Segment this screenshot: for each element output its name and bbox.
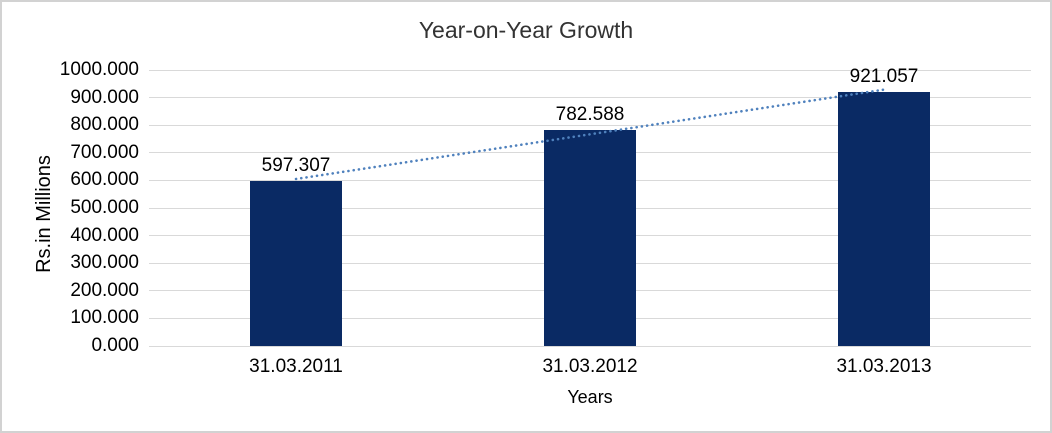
y-tick-label: 400.000 <box>70 224 139 246</box>
x-tick-label: 31.03.2012 <box>542 356 638 377</box>
chart-title: Year-on-Year Growth <box>418 17 634 43</box>
y-tick-label: 500.000 <box>70 197 139 218</box>
y-tick-label: 300.000 <box>70 252 139 274</box>
bar <box>544 130 636 346</box>
y-tick-label: 600.000 <box>70 169 139 191</box>
y-tick-label: 100.000 <box>70 307 139 329</box>
y-tick-label: 800.000 <box>70 114 139 136</box>
y-tick-label: 200.000 <box>70 279 139 301</box>
bar-value-label: 782.588 <box>555 104 625 125</box>
gridline <box>149 69 1031 71</box>
y-tick-label: 1000.000 <box>59 59 139 80</box>
bar-value-label: 597.307 <box>261 155 331 177</box>
bar <box>250 181 342 346</box>
y-tick-label: 900.000 <box>70 86 139 108</box>
x-axis-title: Years <box>567 387 613 407</box>
x-tick-label: 31.03.2013 <box>836 356 932 377</box>
y-tick-label: 700.000 <box>70 141 139 163</box>
x-tick-label: 31.03.2011 <box>249 356 343 377</box>
gridline <box>149 345 1031 347</box>
bar-value-label: 921.057 <box>849 65 919 87</box>
bar <box>838 91 930 346</box>
y-tick-label: 0.000 <box>91 335 139 356</box>
